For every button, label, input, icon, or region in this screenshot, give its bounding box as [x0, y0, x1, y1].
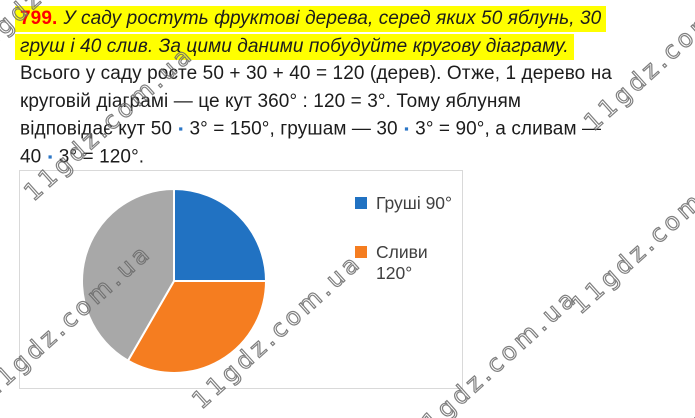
text-block: 799. У саду ростуть фруктові дерева, сере… [15, 5, 687, 171]
problem-statement-text: У саду ростуть фруктові дерева, серед як… [63, 8, 602, 29]
solution-line-3: відповідає кут 50 ▪ 3° = 150°, грушам — … [20, 118, 602, 140]
multiplication-dot: ▪ [404, 121, 409, 136]
pie-slice-Груші [173, 188, 267, 282]
solution-line-2: круговій діаграмі — це кут 360° : 120 = … [20, 90, 522, 112]
highlight: 799. У саду ростуть фруктові дерева, сере… [15, 6, 607, 32]
legend-swatch [355, 197, 367, 209]
chart-legend: Груші 90° Сливи 120° [355, 193, 452, 284]
pie-slice-Сливи [127, 280, 267, 374]
problem-number: 799. [20, 8, 58, 29]
solution-line-1: Всього у саду росте 50 + 30 + 40 = 120 (… [20, 63, 612, 84]
problem-statement-line-2: груш і 40 слив. За цими даними побудуйте… [15, 33, 687, 61]
chart-figure: Груші 90° Сливи 120° [19, 170, 463, 389]
legend-item: Сливи 120° [355, 242, 452, 284]
pie-slice-Яблуні [81, 188, 175, 362]
pie-chart [81, 188, 267, 374]
legend-label: Груші 90° [376, 193, 453, 213]
legend-label: Сливи 120° [376, 242, 428, 283]
watermark: 11gdz.com.ua [630, 317, 695, 418]
multiplication-dot: ▪ [47, 149, 53, 165]
watermark: 11gdz.com.ua [565, 152, 695, 320]
solution-line-4: 40 ▪ 3° = 120°. [20, 146, 145, 168]
multiplication-dot: ▪ [178, 121, 184, 136]
problem-statement-line-1: 799. У саду ростуть фруктові дерева, сере… [15, 5, 687, 33]
highlight: груш і 40 слив. За цими даними побудуйте… [15, 33, 574, 60]
legend-item: Груші 90° [355, 193, 452, 214]
legend-swatch [355, 246, 367, 258]
problem-statement-text: груш і 40 слив. За цими даними побудуйте… [20, 35, 569, 57]
